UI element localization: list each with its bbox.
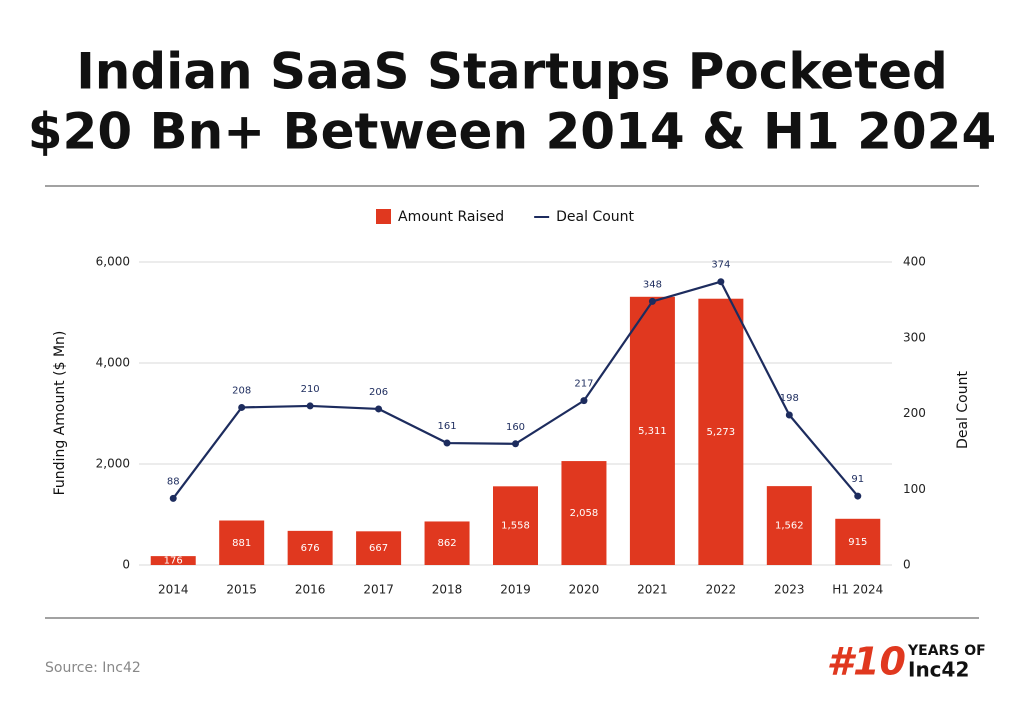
x-tick-label: 2016	[295, 583, 326, 597]
bar	[493, 486, 538, 565]
bar-value-label: 862	[437, 538, 456, 549]
point-value-label: 198	[780, 393, 799, 404]
x-tick-label: 2017	[363, 583, 394, 597]
point-value-label: 374	[711, 260, 730, 271]
bar	[356, 531, 402, 565]
logo-brand: Inc42	[908, 658, 969, 682]
line	[172, 280, 859, 500]
point-value-label: 208	[232, 385, 251, 396]
x-tick-label: 2022	[706, 583, 737, 597]
point	[169, 494, 177, 502]
bar-value-label: 5,273	[707, 427, 736, 438]
legend-swatch	[376, 209, 391, 224]
bar-value-label: 2,058	[570, 508, 599, 519]
y2-axis-label: Deal Count	[955, 371, 971, 449]
bar-value-label: 176	[164, 556, 183, 567]
point-value-label: 217	[574, 379, 593, 390]
bar	[835, 518, 881, 565]
y2-tick-label: 300	[903, 330, 926, 344]
x-tick-label: 2020	[569, 583, 600, 597]
bar-value-label: 1,562	[775, 521, 804, 532]
y2-tick-label: 200	[903, 406, 926, 420]
point	[580, 397, 588, 405]
point-value-label: 206	[369, 387, 388, 398]
point	[854, 492, 862, 500]
point-value-label: 348	[643, 279, 662, 290]
point	[443, 439, 451, 447]
point	[785, 411, 793, 419]
y2-tick-label: 400	[903, 255, 926, 269]
y-axis-label: Funding Amount ($ Mn)	[52, 331, 68, 496]
point-value-label: 160	[506, 422, 525, 433]
x-tick-label: 2015	[226, 583, 257, 597]
x-tick-label: 2019	[500, 583, 531, 597]
logo-years: YEARS OF	[907, 643, 986, 659]
bar-value-label: 881	[232, 538, 251, 549]
bar	[424, 521, 470, 565]
point-value-label: 91	[851, 474, 864, 485]
bar-value-label: 5,311	[638, 426, 667, 437]
bar	[150, 556, 196, 565]
x-tick-label: 2018	[432, 583, 463, 597]
bar-value-label: 676	[301, 543, 320, 554]
chart-title: Indian SaaS Startups Pocketed	[76, 43, 948, 101]
point	[717, 278, 725, 286]
point	[375, 405, 383, 413]
bar	[561, 461, 607, 565]
y-tick-label: 4,000	[96, 356, 130, 370]
bar	[766, 486, 812, 565]
x-tick-label: 2023	[774, 583, 805, 597]
bar	[629, 296, 675, 565]
point-value-label: 210	[301, 384, 320, 395]
point-value-label: 161	[437, 421, 456, 432]
chart-title: $20 Bn+ Between 2014 & H1 2024	[28, 103, 997, 161]
logo-number: #10	[827, 640, 906, 684]
point	[238, 403, 246, 411]
legend-label: Amount Raised	[398, 209, 504, 225]
bar	[219, 520, 265, 565]
x-tick-label: H1 2024	[832, 583, 883, 597]
source: Source: Inc42	[45, 660, 141, 676]
point	[306, 402, 314, 410]
legend-label: Deal Count	[556, 209, 634, 225]
bar-value-label: 667	[369, 543, 388, 554]
y2-tick-label: 100	[903, 482, 926, 496]
x-tick-label: 2014	[158, 583, 189, 597]
bar-value-label: 1,558	[501, 521, 530, 532]
y-tick-label: 6,000	[96, 255, 130, 269]
bar	[287, 530, 333, 565]
point	[648, 297, 656, 305]
y-tick-label: 2,000	[96, 457, 130, 471]
bar-value-label: 915	[848, 537, 867, 548]
y2-tick-label: 0	[903, 558, 911, 572]
x-tick-label: 2021	[637, 583, 668, 597]
point	[512, 440, 519, 448]
bar	[698, 298, 744, 565]
y-tick-label: 0	[122, 558, 130, 572]
point-value-label: 88	[167, 476, 180, 487]
